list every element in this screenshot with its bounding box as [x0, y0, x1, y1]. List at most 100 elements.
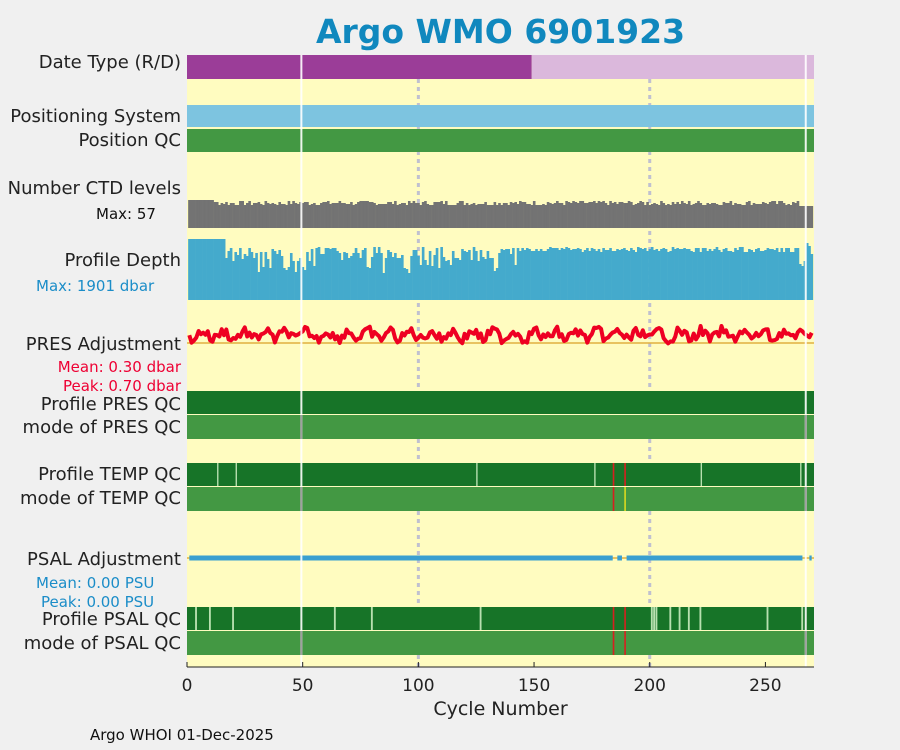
- ctd-level-bar: [326, 201, 330, 228]
- ctd-level-bar: [394, 201, 397, 228]
- profile-depth-bar: [410, 256, 413, 300]
- profile-depth-bar: [606, 250, 610, 300]
- chart-title: Argo WMO 6901923: [315, 12, 686, 51]
- profile-depth-bar: [801, 266, 804, 300]
- ctd-level-bar: [521, 202, 524, 228]
- ctd-level-bar: [458, 201, 462, 228]
- ctd-level-bar: [523, 202, 527, 228]
- ctd-level-bar: [775, 204, 779, 228]
- ctd-level-bar: [787, 204, 791, 228]
- x-tick-label: 0: [182, 676, 193, 696]
- label-number-ctd: Number CTD levels: [7, 178, 181, 199]
- ctd-level-bar: [780, 201, 784, 228]
- ctd-level-bar: [225, 202, 228, 228]
- ctd-level-bar: [204, 200, 207, 228]
- profile-depth-bar: [419, 265, 423, 300]
- ctd-level-bar: [289, 204, 293, 228]
- profile-depth-bar: [516, 248, 520, 300]
- ctd-level-bar: [188, 200, 191, 228]
- psal-qc-bad-flag: [624, 607, 626, 630]
- profile-depth-bar: [234, 252, 238, 300]
- profile-depth-bar: [586, 248, 589, 300]
- ctd-level-bar: [331, 203, 335, 228]
- ctd-level-bar: [442, 204, 446, 228]
- ctd-level-bar: [345, 204, 349, 228]
- ctd-level-bar: [736, 204, 740, 228]
- ctd-level-bar: [340, 203, 344, 228]
- profile-depth-bar: [322, 254, 325, 300]
- profile-depth-bar: [472, 247, 476, 300]
- ctd-level-bar: [433, 202, 437, 228]
- ctd-level-bar: [271, 203, 275, 228]
- ctd-level-bar: [576, 203, 580, 228]
- ctd-level-bar: [421, 202, 425, 228]
- ctd-level-bar: [616, 204, 619, 228]
- profile-depth-bar: [627, 251, 631, 300]
- profile-depth-bar: [264, 252, 268, 300]
- ctd-level-bar: [495, 205, 499, 228]
- ctd-level-bar: [539, 205, 543, 228]
- profile-depth-bar: [403, 268, 406, 300]
- profile-depth-bar: [715, 247, 719, 300]
- profile-depth-bar: [407, 273, 411, 300]
- ctd-level-bar: [704, 205, 707, 228]
- profile-depth-bar: [602, 248, 605, 300]
- profile-depth-bar: [195, 239, 198, 300]
- missing-cycle-gap: [300, 55, 303, 667]
- ctd-level-bar: [262, 205, 265, 228]
- profile-depth-bar: [713, 249, 716, 300]
- ctd-level-bar: [389, 202, 393, 228]
- profile-depth-bar: [380, 253, 383, 300]
- ctd-level-bar: [565, 201, 568, 228]
- profile-depth-bar: [398, 258, 402, 300]
- ctd-level-bar: [419, 205, 423, 228]
- ctd-level-bar: [664, 205, 668, 228]
- profile-depth-bar: [190, 239, 194, 300]
- profile-depth-bar: [655, 249, 659, 300]
- psal-qc-flag: [699, 607, 702, 630]
- profile-depth-bar: [331, 248, 335, 300]
- profile-depth-bar: [650, 247, 654, 300]
- label-pres-adjustment: PRES Adjustment: [25, 334, 181, 355]
- ctd-level-bar: [669, 205, 673, 228]
- ctd-level-bar: [599, 202, 603, 228]
- profile-depth-bar: [523, 250, 527, 300]
- x-tick-label: 200: [634, 676, 666, 696]
- profile-depth-bar: [676, 248, 679, 300]
- ctd-level-bar: [477, 204, 480, 228]
- profile-depth-bar: [729, 251, 733, 300]
- ctd-level-bar: [590, 202, 594, 228]
- profile-depth-bar: [697, 248, 700, 300]
- ctd-level-bar: [308, 205, 312, 228]
- profile-depth-bar: [259, 252, 263, 300]
- profile-depth-bar: [590, 248, 594, 300]
- ctd-level-bar: [306, 202, 309, 228]
- profile-depth-bar: [775, 248, 779, 300]
- ctd-level-bar: [257, 202, 261, 228]
- profile-depth-bar: [646, 251, 649, 300]
- profile-depth-bar: [463, 251, 467, 300]
- ctd-level-bar: [741, 205, 744, 228]
- psal-qc-flag: [195, 607, 197, 630]
- ctd-level-bar: [722, 202, 726, 228]
- ctd-level-bar: [380, 204, 383, 228]
- ctd-level-bar: [657, 205, 661, 228]
- ctd-level-bar: [604, 203, 608, 228]
- ctd-level-bar: [567, 202, 571, 228]
- ctd-level-bar: [632, 205, 635, 228]
- profile-depth-bar: [417, 256, 420, 300]
- ctd-level-bar: [782, 203, 786, 228]
- ctd-level-bar: [213, 202, 217, 228]
- profile-depth-bar: [213, 239, 217, 300]
- ctd-level-bar: [505, 203, 508, 228]
- profile-depth-bar: [708, 249, 712, 300]
- profile-depth-bar: [648, 249, 652, 300]
- position-qc-bar: [187, 129, 814, 152]
- ctd-level-bar: [481, 204, 485, 228]
- profile-depth-bar: [521, 248, 524, 300]
- profile-depth-bar: [326, 248, 330, 300]
- ctd-level-bar: [431, 205, 434, 228]
- psal-qc-flag: [655, 607, 658, 630]
- ctd-level-bar: [572, 201, 575, 228]
- profile-depth-bar: [382, 273, 386, 300]
